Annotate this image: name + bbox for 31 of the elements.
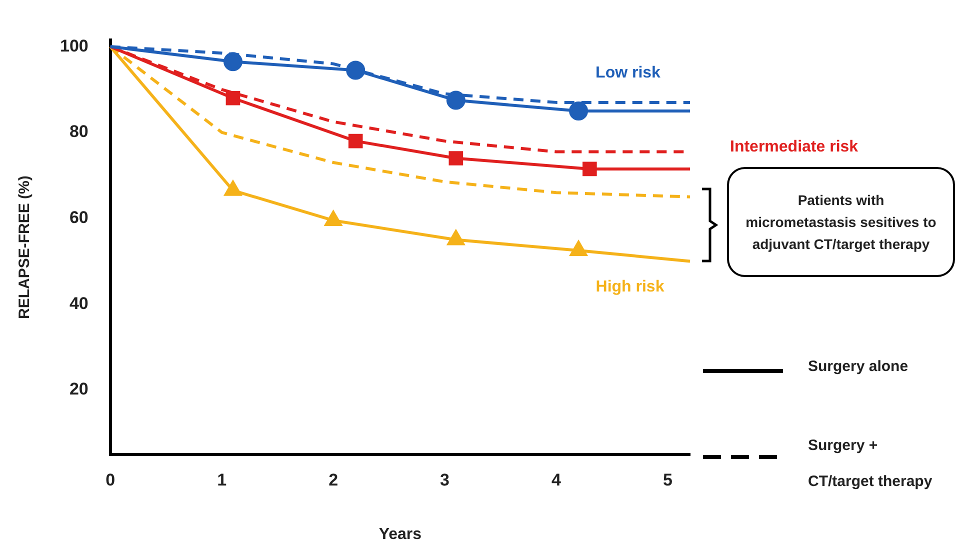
point (448, 151, 464, 166)
text: Surgery alone (808, 358, 908, 375)
x-tick-label: 2 (328, 470, 338, 490)
text: Intermediate risk (730, 138, 858, 156)
x-tick-label: 4 (552, 470, 562, 490)
series-label: Low risk (596, 64, 661, 82)
y-tick-label: 60 (69, 208, 88, 228)
point (446, 90, 466, 110)
x-tick-label: 0 (106, 470, 116, 490)
point (582, 162, 597, 176)
text: Surgery + CT/target therapy (808, 437, 932, 490)
x-tick-label: 5 (662, 470, 672, 490)
y-tick-label: 20 (69, 380, 88, 399)
point (226, 90, 240, 106)
point (348, 134, 363, 148)
x-tick-label: 1 (217, 470, 227, 490)
point (224, 180, 242, 196)
x-tick-label: 3 (440, 470, 450, 490)
point (324, 210, 342, 226)
y-tick-label: 100 (60, 36, 88, 56)
y-tick-label: 40 (69, 294, 88, 313)
point (346, 60, 366, 80)
point (223, 52, 242, 72)
y-tick-label: 80 (69, 122, 88, 142)
text: Patients with micrometastasis sesitives to adjuvant CT/target therapy (727, 167, 955, 277)
point (447, 230, 464, 246)
y-axis-title: RELAPSE-FREE (%) (16, 176, 34, 319)
x-axis-title: Years (378, 526, 422, 543)
point (569, 102, 588, 121)
series-label: High risk (596, 278, 664, 296)
point (570, 241, 587, 256)
